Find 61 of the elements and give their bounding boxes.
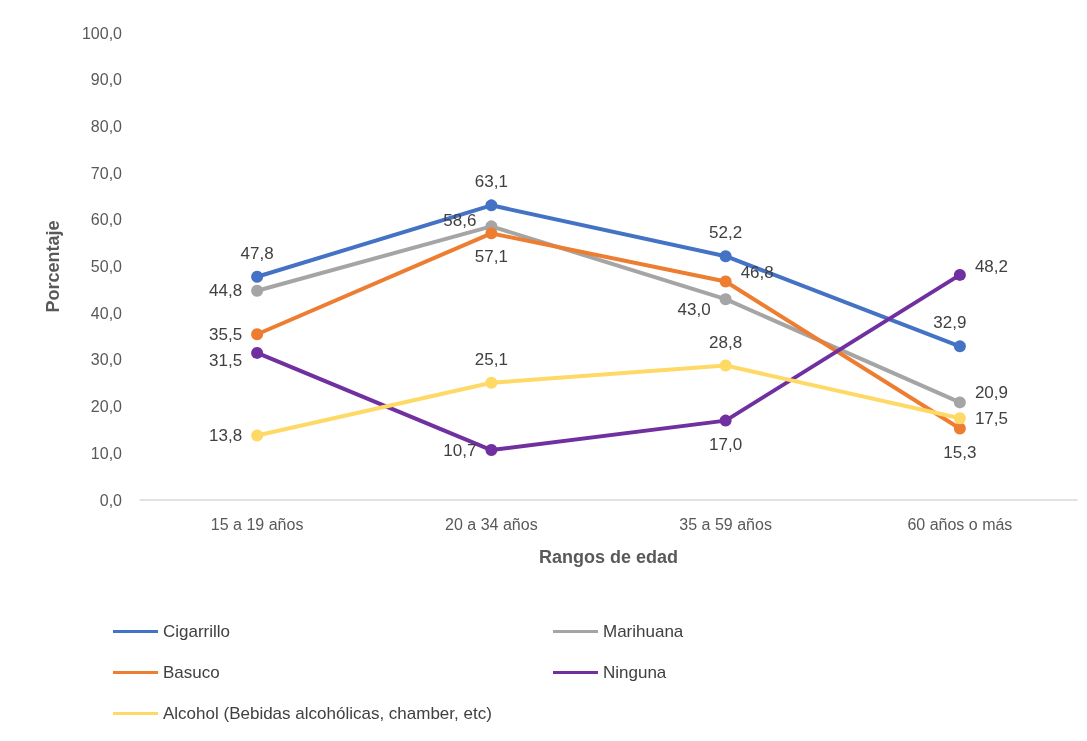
y-tick-label: 90,0 [90, 71, 123, 89]
y-tick-label: 100,0 [81, 24, 123, 42]
point [719, 293, 732, 306]
data-label: 47,8 [240, 243, 274, 263]
point [251, 270, 264, 283]
data-label: 58,6 [443, 210, 477, 230]
point [719, 414, 732, 427]
y-tick-label: 70,0 [90, 164, 123, 182]
y-axis-title: Porcentaje [43, 220, 63, 313]
data-label: 46,8 [740, 262, 774, 282]
point [485, 227, 498, 240]
x-tick-label: 20 a 34 años [445, 515, 538, 533]
data-label: 35,5 [209, 324, 243, 344]
data-label: 31,5 [209, 351, 243, 371]
point [251, 284, 264, 297]
legend-label: Basuco [163, 663, 220, 682]
point [485, 444, 498, 457]
point [719, 250, 732, 263]
data-label: 17,5 [974, 408, 1008, 428]
y-tick-label: 10,0 [90, 444, 123, 462]
data-label: 32,9 [933, 313, 967, 333]
data-label: 15,3 [943, 442, 977, 462]
point [251, 429, 264, 442]
point [953, 422, 966, 435]
point [485, 199, 498, 212]
data-label: 17,0 [709, 434, 743, 454]
point [485, 376, 498, 389]
point [719, 359, 732, 372]
legend-label: Ninguna [603, 663, 667, 682]
data-label: 13,8 [209, 426, 243, 446]
x-tick-label: 15 a 19 años [210, 515, 304, 533]
data-label: 48,2 [974, 257, 1008, 277]
x-axis-title: Rangos de edad [538, 547, 679, 567]
y-tick-label: 0,0 [99, 491, 123, 509]
legend-label: Marihuana [603, 622, 684, 641]
legend-label: Alcohol (Bebidas alcohólicas, chamber, etc) [163, 704, 492, 723]
y-tick-label: 20,0 [90, 398, 123, 416]
legend-label: Cigarrillo [163, 622, 231, 641]
y-tick-label: 40,0 [90, 304, 123, 322]
data-label: 44,8 [209, 281, 243, 301]
data-label: 25,1 [474, 349, 508, 369]
point [953, 268, 966, 281]
point [953, 412, 966, 425]
y-tick-label: 30,0 [90, 351, 123, 369]
point [251, 346, 264, 359]
x-tick-label: 35 a 59 años [679, 515, 772, 533]
data-label: 10,7 [443, 440, 477, 460]
point [251, 328, 264, 341]
y-tick-label: 50,0 [90, 258, 123, 275]
point [719, 275, 732, 288]
data-label: 20,9 [974, 382, 1008, 402]
data-label: 43,0 [677, 299, 711, 319]
data-label: 52,2 [709, 223, 743, 243]
data-label: 63,1 [474, 172, 508, 192]
data-label: 57,1 [474, 247, 508, 267]
y-tick-label: 80,0 [90, 117, 123, 135]
y-tick-label: 60,0 [90, 211, 123, 229]
x-tick-label: 60 años o más [907, 515, 1013, 533]
point [953, 396, 966, 409]
point [953, 340, 966, 353]
data-label: 28,8 [709, 332, 743, 352]
